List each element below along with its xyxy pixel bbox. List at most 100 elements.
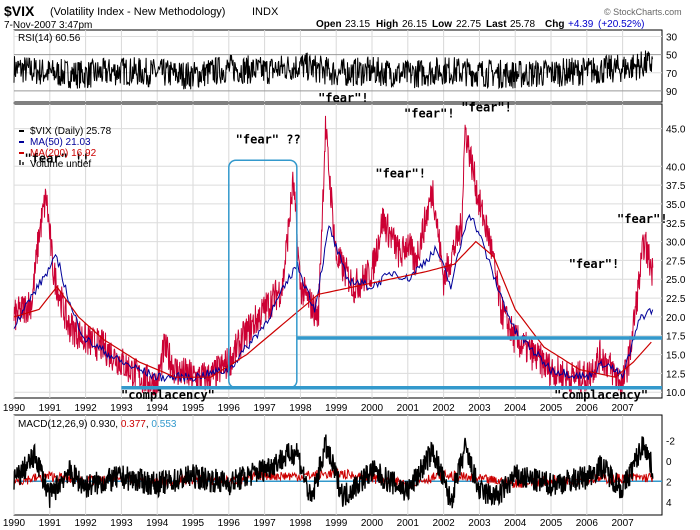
ma50-line <box>13 213 654 383</box>
price-y-tick: 35.0 <box>666 200 686 211</box>
legend-swatch-ma50 <box>19 141 24 143</box>
x-tick-label: 1997 <box>253 403 276 414</box>
macd-label: MACD(12,26,9) 0.930, 0.377, 0.553 <box>18 419 177 430</box>
rsi-series <box>13 50 653 90</box>
x-tick-label-macd: 1997 <box>253 518 276 529</box>
legend-vix: $VIX (Daily) 25.78 <box>30 126 112 137</box>
watermark: © StockCharts.com <box>604 7 682 17</box>
price-y-tick: 45.0 <box>666 125 686 136</box>
macd-y-tick: 2 <box>666 477 672 488</box>
rsi-line <box>13 50 653 90</box>
ma200-line <box>13 240 652 378</box>
x-tick-label-macd: 1990 <box>3 518 26 529</box>
open-label: Open <box>316 19 342 30</box>
x-tick-label: 2002 <box>432 403 455 414</box>
macd-hist-value: 0.553 <box>151 419 176 430</box>
chg-pct: (+20.52%) <box>598 19 644 30</box>
x-tick-label: 1990 <box>3 403 26 414</box>
grid-lines <box>13 30 662 515</box>
x-tick-label-macd: 2003 <box>468 518 491 529</box>
chg-label: Chg <box>545 19 564 30</box>
rsi-y-tick: 70 <box>666 69 678 80</box>
axis-ticks: 1990 1990 1991 1991 1992 1992 1993 1993 1994 1994… <box>3 33 686 529</box>
price-y-tick: 12.5 <box>666 369 686 380</box>
price-y-tick: 27.5 <box>666 256 686 267</box>
annotation-label: "complacency" <box>121 388 215 402</box>
x-tick-label: 1996 <box>218 403 241 414</box>
x-tick-label: 1995 <box>182 403 205 414</box>
x-tick-label: 2007 <box>611 403 634 414</box>
high-value: 26.15 <box>402 19 427 30</box>
index-name: (Volatility Index - New Methodology) <box>50 6 225 18</box>
legend-volume: Volume undef <box>30 159 91 170</box>
rsi-panel <box>13 29 663 103</box>
macd-y-tick: -2 <box>666 436 675 447</box>
macd-line <box>13 434 654 509</box>
low-value: 22.75 <box>456 19 481 30</box>
x-tick-label: 2003 <box>468 403 491 414</box>
x-tick-label: 2004 <box>504 403 527 414</box>
x-tick-label: 1993 <box>110 403 133 414</box>
x-tick-label: 1994 <box>146 403 169 414</box>
macd-y-tick: 0 <box>666 457 672 468</box>
x-tick-label: 2006 <box>576 403 599 414</box>
x-tick-label: 2001 <box>397 403 420 414</box>
macd-label-prefix: MACD(12,26,9) 0.930, <box>18 419 121 430</box>
x-tick-label-macd: 1994 <box>146 518 169 529</box>
last-value: 25.78 <box>510 19 535 30</box>
open-value: 23.15 <box>345 19 370 30</box>
annotation-label: "fear"! <box>404 106 455 120</box>
legend-ma200: MA(200) 16.92 <box>30 148 97 159</box>
high-label: High <box>376 19 398 30</box>
rsi-y-tick: 30 <box>666 33 678 44</box>
macd-panel <box>13 414 663 516</box>
x-tick-label-macd: 2004 <box>504 518 527 529</box>
x-tick-label-macd: 2007 <box>611 518 634 529</box>
legend-ma50: MA(50) 21.03 <box>30 137 91 148</box>
legend-swatch-volume <box>19 160 21 165</box>
fear-annotations: "fear" !! "fear" ?? "fear"! "fear"! "fear"! "… <box>24 91 667 402</box>
macd-signal-value: 0.377 <box>121 419 146 430</box>
x-tick-label-macd: 2000 <box>361 518 384 529</box>
legend: $VIX (Daily) 25.78 MA(50) 21.03 MA(200) … <box>19 126 112 170</box>
x-tick-label-macd: 1993 <box>110 518 133 529</box>
price-y-tick: 22.5 <box>666 294 686 305</box>
price-y-tick: 37.5 <box>666 181 686 192</box>
quote-date: 7-Nov-2007 3:47pm <box>4 20 92 31</box>
rsi-y-tick: 50 <box>666 51 678 62</box>
x-tick-label-macd: 1995 <box>182 518 205 529</box>
price-y-tick: 10.0 <box>666 388 686 399</box>
x-tick-label-macd: 2005 <box>540 518 563 529</box>
x-tick-label: 1992 <box>74 403 97 414</box>
legend-swatch-ma200 <box>19 152 24 154</box>
annotation-label: "fear"! <box>318 91 369 105</box>
x-tick-label: 1991 <box>39 403 62 414</box>
x-tick-label-macd: 1992 <box>74 518 97 529</box>
x-tick-label: 1999 <box>325 403 348 414</box>
rsi-y-tick: 90 <box>666 87 678 98</box>
annotation-label: "fear"! <box>375 167 426 181</box>
rsi-label: RSI(14) 60.56 <box>18 33 81 44</box>
price-y-tick: 40.0 <box>666 162 686 173</box>
price-y-tick: 30.0 <box>666 238 686 249</box>
price-y-tick: 17.5 <box>666 332 686 343</box>
x-tick-label-macd: 1998 <box>289 518 312 529</box>
price-series <box>13 115 654 396</box>
annotation-label: "complacency" <box>554 388 648 402</box>
annotation-label: "fear" ?? <box>236 133 301 147</box>
x-tick-label: 1998 <box>289 403 312 414</box>
annotation-shapes <box>121 159 662 390</box>
legend-swatch-vix <box>19 130 24 132</box>
price-y-tick: 15.0 <box>666 351 686 362</box>
annotation-label: "fear" !! <box>24 151 89 165</box>
highlight-box <box>228 159 298 389</box>
x-tick-label-macd: 2006 <box>576 518 599 529</box>
symbol: $VIX <box>4 3 35 19</box>
price-panel <box>13 103 663 399</box>
x-tick-label-macd: 1999 <box>325 518 348 529</box>
x-tick-label: 2000 <box>361 403 384 414</box>
macd-y-tick: 4 <box>666 498 672 509</box>
chg-value: +4.39 <box>568 19 594 30</box>
x-tick-label-macd: 1996 <box>218 518 241 529</box>
